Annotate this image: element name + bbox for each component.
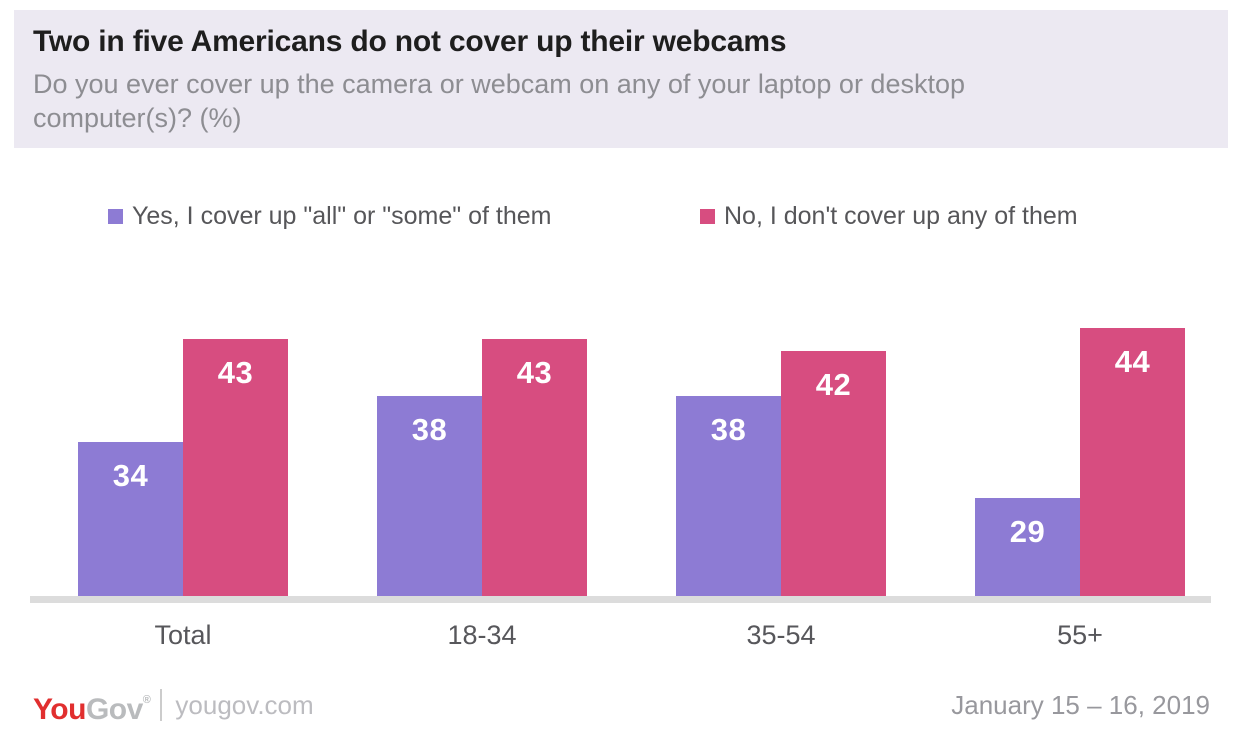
bar-chart-plot-area: 34 43 38 43 38 42 29 44 bbox=[0, 228, 1244, 596]
legend-label: Yes, I cover up "all" or "some" of them bbox=[132, 202, 552, 230]
survey-date: January 15 – 16, 2019 bbox=[951, 690, 1210, 720]
bar-group-55: 29 44 bbox=[975, 328, 1185, 596]
bar-value-label: 38 bbox=[710, 412, 747, 447]
bar-value-label: 43 bbox=[217, 355, 254, 390]
website-link[interactable]: yougov.com bbox=[175, 689, 314, 720]
yougov-wordmark: YouGov® bbox=[33, 693, 151, 726]
bar-yes-total: 34 bbox=[78, 442, 183, 596]
x-axis-line bbox=[30, 596, 1211, 603]
registered-mark: ® bbox=[142, 694, 151, 706]
legend-item-yes: Yes, I cover up "all" or "some" of them bbox=[108, 202, 551, 231]
bar-value-label: 34 bbox=[112, 458, 149, 493]
category-label-55: 55+ bbox=[1057, 620, 1103, 650]
bar-no-35-54: 42 bbox=[781, 351, 886, 596]
bar-no-18-34: 43 bbox=[482, 339, 587, 596]
bar-no-total: 43 bbox=[183, 339, 288, 596]
bar-group-18-34: 38 43 bbox=[377, 339, 587, 596]
bar-value-label: 38 bbox=[411, 412, 448, 447]
legend-color-swatch bbox=[108, 209, 123, 224]
logo-divider bbox=[160, 689, 163, 721]
bar-yes-35-54: 38 bbox=[676, 396, 781, 596]
chart-header: Two in five Americans do not cover up th… bbox=[14, 10, 1228, 148]
bar-value-label: 42 bbox=[815, 367, 852, 402]
bar-yes-55: 29 bbox=[975, 498, 1080, 596]
bar-no-55: 44 bbox=[1080, 328, 1185, 596]
category-label-18-34: 18-34 bbox=[447, 620, 517, 650]
category-label-total: Total bbox=[154, 620, 212, 650]
chart-legend: Yes, I cover up "all" or "some" of them N… bbox=[0, 202, 1244, 230]
x-axis-category-labels: Total 18-34 35-54 55+ bbox=[0, 620, 1244, 651]
bar-group-total: 34 43 bbox=[78, 339, 288, 596]
chart-title: Two in five Americans do not cover up th… bbox=[33, 25, 787, 58]
bar-group-35-54: 38 42 bbox=[676, 351, 886, 596]
yougov-logo[interactable]: YouGov® yougov.com bbox=[33, 684, 314, 726]
bar-value-label: 43 bbox=[516, 355, 553, 390]
legend-item-no: No, I don't cover up any of them bbox=[700, 202, 1078, 231]
bar-yes-18-34: 38 bbox=[377, 396, 482, 596]
category-label-35-54: 35-54 bbox=[746, 620, 816, 650]
legend-color-swatch bbox=[700, 209, 715, 224]
chart-subtitle: Do you ever cover up the camera or webca… bbox=[33, 69, 966, 133]
bar-value-label: 44 bbox=[1114, 344, 1151, 379]
bar-value-label: 29 bbox=[1009, 514, 1046, 549]
legend-label: No, I don't cover up any of them bbox=[724, 202, 1078, 230]
